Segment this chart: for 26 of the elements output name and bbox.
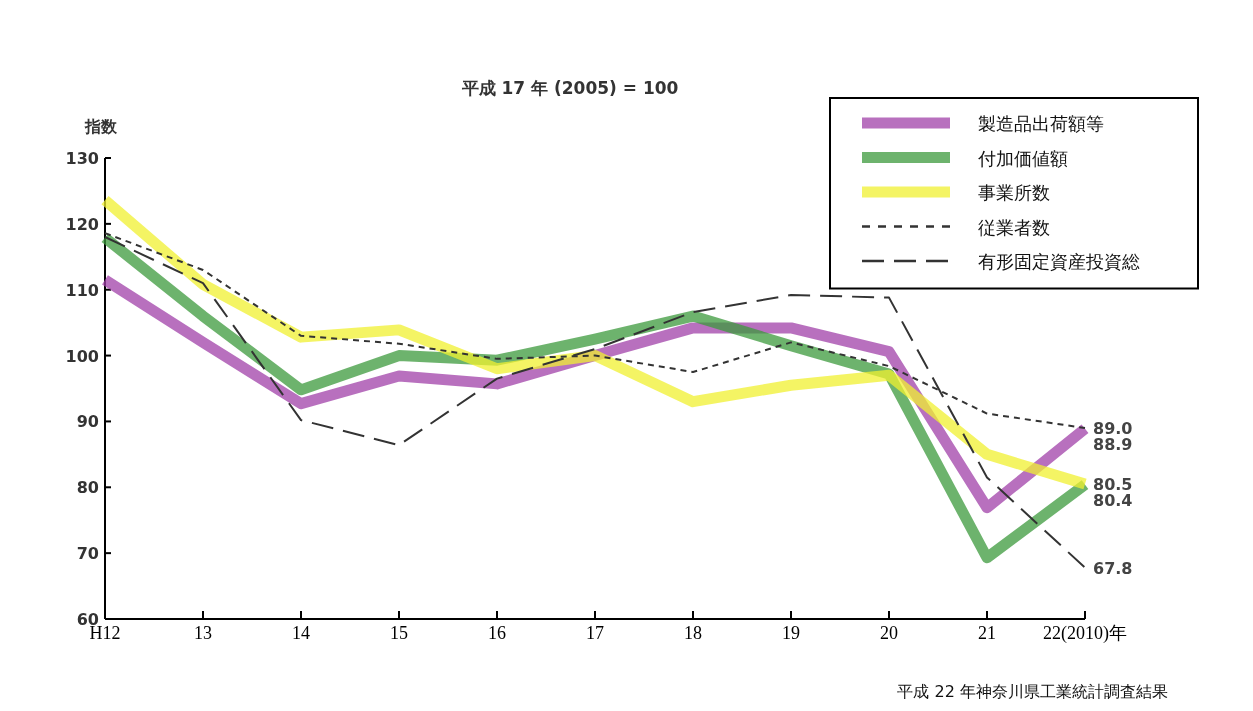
y-tick-label: 70 (76, 544, 99, 564)
y-tick-label: 120 (65, 214, 99, 234)
data-label: 67.8 (1093, 558, 1133, 578)
y-tick-label: 100 (65, 346, 99, 366)
text: 平成 22 年神奈川県工業統計調査結果 (897, 682, 1168, 701)
legend-label: 事業所数 (978, 182, 1050, 203)
x-tick-label: 16 (488, 623, 506, 643)
x-tick-label: 21 (978, 623, 996, 643)
legend-label: 製造品出荷額等 (978, 113, 1104, 134)
x-tick-label: 13 (194, 623, 212, 643)
x-tick-label: 20 (880, 623, 898, 643)
x-tick-label: 14 (292, 623, 310, 643)
x-tick-label: 15 (390, 623, 408, 643)
legend-label: 従業者数 (978, 216, 1050, 238)
y-tick-label: 90 (76, 412, 99, 432)
x-tick-label: 19 (782, 623, 800, 643)
y-tick-label: 130 (65, 149, 99, 168)
x-tick-label: 17 (586, 623, 604, 643)
x-tick-label: 22(2010)年 (1043, 623, 1127, 644)
legend-label: 有形固定資産投資総 (978, 251, 1140, 272)
y-axis-title: 指数 (84, 117, 118, 136)
chart-title: 平成 17 年 (2005) = 100 (460, 78, 679, 98)
legend-label: 付加価値額 (977, 147, 1068, 169)
y-tick-label: 80 (76, 478, 99, 498)
y-tick-label: 110 (65, 280, 99, 300)
x-tick-label: 18 (684, 623, 702, 643)
